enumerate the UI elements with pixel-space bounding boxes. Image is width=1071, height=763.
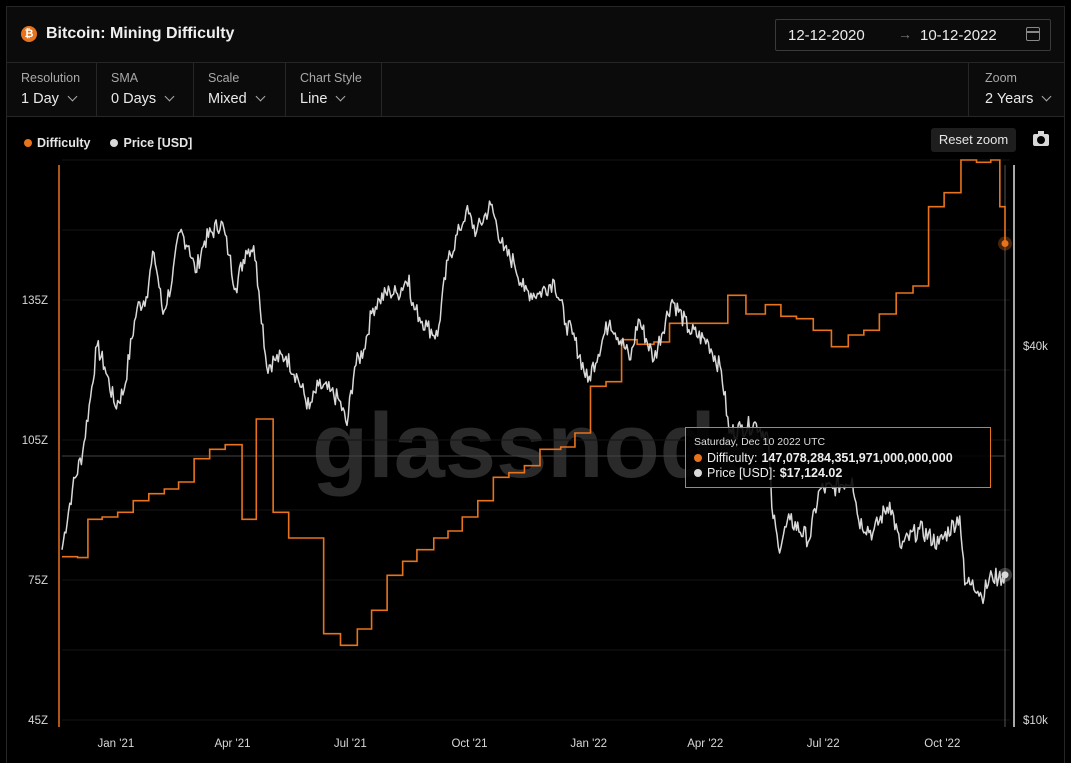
x-tick-label: Oct '22 <box>924 738 960 750</box>
resolution-value[interactable]: 1 Day <box>21 91 78 107</box>
sma-select[interactable]: SMA 0 Days <box>97 63 194 116</box>
x-tick-label: Jul '21 <box>334 738 367 750</box>
legend: Difficulty Price [USD] <box>24 136 212 150</box>
difficulty-dot-icon <box>24 139 32 147</box>
chart-header: ₿ Bitcoin: Mining Difficulty 12-12-2020 … <box>6 6 1065 62</box>
tooltip-price-label: Price [USD]: <box>707 465 776 480</box>
x-tick-label: Jan '21 <box>98 738 135 750</box>
price-marker <box>1001 571 1009 579</box>
bitcoin-icon: ₿ <box>21 26 37 42</box>
price-dot-icon <box>110 139 119 147</box>
scale-label: Scale <box>208 71 240 85</box>
y-left-tick-label: 135Z <box>22 295 48 307</box>
tooltip-row-difficulty: Difficulty: 147,078,284,351,971,000,000,… <box>694 450 982 465</box>
calendar-icon[interactable] <box>1026 27 1040 41</box>
x-tick-label: Jul '22 <box>807 738 840 750</box>
arrow-right-icon: → <box>898 26 912 42</box>
date-to[interactable]: 10-12-2022 <box>920 27 997 44</box>
tooltip: Saturday, Dec 10 2022 UTC Difficulty: 14… <box>685 427 991 488</box>
tooltip-row-price: Price [USD]: $17,124.02 <box>694 465 982 480</box>
tooltip-difficulty-label: Difficulty: <box>707 450 758 465</box>
zoom-label: Zoom <box>985 71 1017 85</box>
chart-style-label: Chart Style <box>300 71 362 85</box>
legend-item-difficulty[interactable]: Difficulty <box>24 136 90 150</box>
chart-controls: Resolution 1 Day SMA 0 Days Scale Mixed … <box>6 62 1065 117</box>
chart-style-value[interactable]: Line <box>300 91 346 107</box>
camera-icon[interactable] <box>1033 131 1049 146</box>
difficulty-dot-icon <box>694 453 702 462</box>
x-tick-label: Apr '21 <box>214 738 250 750</box>
tooltip-date: Saturday, Dec 10 2022 UTC <box>694 436 826 448</box>
x-tick-label: Jan '22 <box>570 738 607 750</box>
legend-label-price: Price [USD] <box>123 136 193 150</box>
y-right-tick-label: $10k <box>1023 715 1048 727</box>
price-dot-icon <box>694 468 702 477</box>
resolution-label: Resolution <box>21 71 81 85</box>
y-left-tick-label: 105Z <box>22 435 48 447</box>
tooltip-difficulty-value: 147,078,284,351,971,000,000,000 <box>761 450 953 465</box>
tooltip-price-value: $17,124.02 <box>779 465 843 480</box>
x-tick-label: Oct '21 <box>451 738 487 750</box>
zoom-value[interactable]: 2 Years <box>985 91 1052 107</box>
difficulty-marker <box>1001 240 1009 248</box>
zoom-select[interactable]: Zoom 2 Years <box>968 63 1064 116</box>
title-group: ₿ Bitcoin: Mining Difficulty <box>21 25 234 43</box>
scale-select[interactable]: Scale Mixed <box>194 63 286 116</box>
date-from[interactable]: 12-12-2020 <box>788 27 865 44</box>
sma-value[interactable]: 0 Days <box>111 91 175 107</box>
y-left-tick-label: 45Z <box>28 715 48 727</box>
y-right-tick-label: $40k <box>1023 341 1048 353</box>
chart-title: Bitcoin: Mining Difficulty <box>46 25 235 42</box>
y-left-tick-label: 75Z <box>28 575 48 587</box>
reset-zoom-button[interactable]: Reset zoom <box>931 128 1016 152</box>
difficulty-line[interactable] <box>62 159 1006 647</box>
date-range-picker[interactable]: 12-12-2020 → 10-12-2022 <box>775 19 1051 51</box>
scale-value[interactable]: Mixed <box>208 91 266 107</box>
legend-item-price[interactable]: Price [USD] <box>110 136 192 150</box>
resolution-select[interactable]: Resolution 1 Day <box>7 63 97 116</box>
sma-label: SMA <box>111 71 139 85</box>
chart-style-select[interactable]: Chart Style Line <box>286 63 382 116</box>
x-tick-label: Apr '22 <box>687 738 723 750</box>
legend-label-difficulty: Difficulty <box>37 136 91 150</box>
